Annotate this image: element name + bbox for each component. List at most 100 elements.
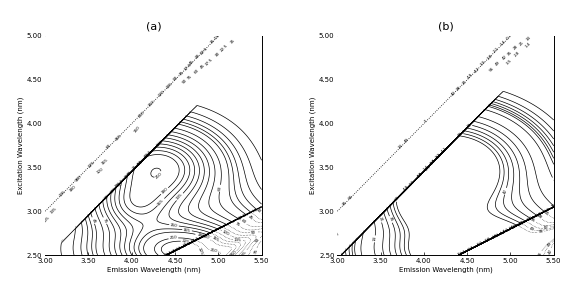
Text: 60: 60: [240, 219, 247, 225]
Text: 7: 7: [551, 205, 555, 209]
Text: 21: 21: [519, 40, 525, 46]
Text: 15: 15: [182, 242, 189, 248]
Text: 180: 180: [68, 185, 77, 193]
Text: 21: 21: [378, 216, 383, 222]
Text: 150: 150: [147, 100, 156, 108]
Text: 1.4: 1.4: [534, 212, 542, 218]
Text: 2.8: 2.8: [486, 53, 494, 60]
Text: 3.5: 3.5: [508, 225, 516, 231]
Text: 60: 60: [193, 68, 199, 75]
Text: 75: 75: [102, 217, 108, 224]
Text: 15: 15: [172, 248, 178, 254]
Text: 56: 56: [488, 66, 495, 72]
Text: 22.5: 22.5: [163, 250, 173, 257]
Text: 75: 75: [178, 70, 185, 76]
Text: 0.7: 0.7: [506, 33, 513, 40]
Text: 225: 225: [197, 247, 204, 256]
Text: 56: 56: [394, 195, 401, 202]
Text: 7: 7: [335, 232, 340, 237]
Text: 180: 180: [160, 187, 169, 195]
Y-axis label: Excitation Wavelength (nm): Excitation Wavelength (nm): [18, 97, 24, 194]
Text: 165: 165: [211, 235, 220, 243]
Text: 42: 42: [547, 248, 553, 254]
X-axis label: Emission Wavelength (nm): Emission Wavelength (nm): [399, 267, 492, 273]
Text: 90: 90: [255, 237, 261, 244]
Text: 150: 150: [229, 250, 237, 258]
Text: 4.2: 4.2: [473, 66, 481, 74]
Text: 1.4: 1.4: [525, 42, 532, 49]
Text: 21: 21: [543, 210, 550, 216]
Text: 180: 180: [74, 174, 82, 182]
Text: 90: 90: [251, 230, 257, 235]
Text: 14: 14: [551, 204, 557, 209]
Text: 7.5: 7.5: [136, 159, 144, 166]
Text: 22.5: 22.5: [219, 44, 229, 53]
Text: 30: 30: [214, 51, 221, 57]
Text: 7.5: 7.5: [175, 245, 183, 252]
Text: 90: 90: [173, 76, 180, 82]
Text: 49: 49: [403, 138, 410, 144]
Text: 7: 7: [457, 253, 461, 257]
Text: 60: 60: [218, 185, 223, 191]
Text: 45: 45: [189, 59, 195, 66]
Text: 150: 150: [124, 171, 132, 179]
Text: 30: 30: [255, 208, 262, 214]
Text: 120: 120: [95, 167, 104, 175]
Text: 4.9: 4.9: [403, 185, 411, 192]
Text: 14: 14: [525, 35, 532, 41]
Text: 28: 28: [513, 44, 519, 51]
Text: 2.8: 2.8: [416, 171, 424, 179]
Text: 15: 15: [209, 39, 216, 45]
Text: 14: 14: [372, 236, 377, 242]
Text: 1.4: 1.4: [423, 165, 430, 172]
Text: 37.5: 37.5: [204, 57, 214, 66]
Text: 35: 35: [388, 216, 394, 223]
Text: 49: 49: [495, 60, 501, 66]
Text: 135: 135: [176, 193, 184, 201]
Text: 4.2: 4.2: [502, 228, 510, 234]
Text: 45: 45: [247, 214, 253, 221]
Text: 0.7: 0.7: [467, 245, 475, 252]
Text: 42: 42: [503, 188, 508, 194]
Text: 165: 165: [115, 133, 123, 141]
Text: 165: 165: [101, 158, 110, 166]
Text: 180: 180: [202, 235, 210, 241]
Text: 180: 180: [195, 232, 205, 239]
Text: 4.2: 4.2: [500, 229, 507, 236]
Text: 120: 120: [221, 230, 230, 237]
Title: (a): (a): [146, 21, 161, 31]
Text: 21: 21: [462, 79, 468, 86]
Text: 105: 105: [109, 186, 118, 195]
Text: 105: 105: [165, 82, 173, 90]
Text: 7.5: 7.5: [136, 160, 144, 167]
Text: 75: 75: [254, 248, 259, 254]
Text: 2.8: 2.8: [514, 51, 521, 58]
Text: 30: 30: [127, 170, 133, 176]
Text: 210: 210: [170, 236, 177, 241]
Text: 28: 28: [536, 214, 542, 220]
Text: 1.4: 1.4: [499, 40, 507, 47]
Text: 56: 56: [537, 250, 543, 257]
Text: 165: 165: [183, 228, 191, 232]
Text: 150: 150: [133, 125, 141, 134]
Title: (b): (b): [438, 21, 453, 31]
Text: 135: 135: [234, 238, 242, 242]
Polygon shape: [337, 36, 554, 255]
Text: 4.9: 4.9: [467, 73, 474, 80]
Text: 1.4: 1.4: [459, 250, 466, 256]
Text: 7: 7: [424, 118, 429, 123]
Text: 2.1: 2.1: [424, 164, 432, 172]
Text: 105: 105: [240, 250, 248, 258]
Text: 35: 35: [342, 200, 349, 206]
Text: 42: 42: [544, 225, 549, 230]
Text: 210: 210: [210, 248, 218, 254]
Text: 4.9: 4.9: [511, 223, 518, 230]
Text: 4.2: 4.2: [436, 152, 443, 160]
Text: 3.5: 3.5: [409, 179, 416, 186]
Text: 3.5: 3.5: [480, 59, 487, 67]
Text: 2.8: 2.8: [518, 220, 525, 227]
Text: 135: 135: [50, 206, 58, 214]
Text: 3.5: 3.5: [506, 58, 514, 65]
Text: 56: 56: [347, 195, 354, 201]
Polygon shape: [45, 36, 262, 255]
